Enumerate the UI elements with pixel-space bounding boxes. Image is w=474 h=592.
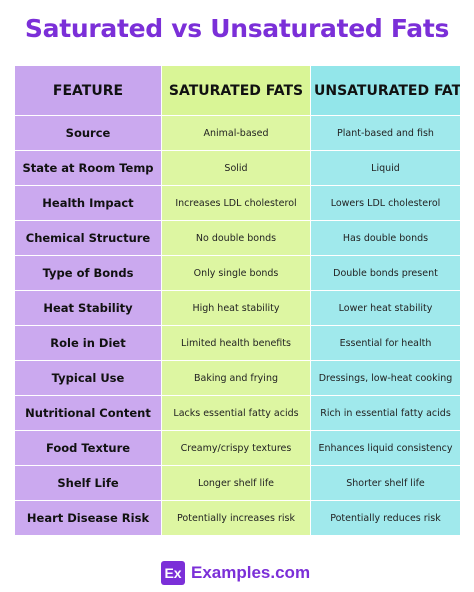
feature-cell: Food Texture (14, 430, 162, 466)
table-row: Food Texture Creamy/crispy textures Enhanc… (14, 430, 461, 466)
saturated-cell: No double bonds (161, 220, 311, 256)
comparison-table: FEATURE SATURATED FATS UNSATURATED FATS … (14, 65, 461, 536)
feature-cell: Chemical Structure (14, 220, 162, 256)
unsaturated-cell: Potentially reduces risk (310, 500, 461, 536)
saturated-cell: Only single bonds (161, 255, 311, 291)
unsaturated-cell: Lower heat stability (310, 290, 461, 326)
unsaturated-cell: Liquid (310, 150, 461, 186)
unsaturated-cell: Has double bonds (310, 220, 461, 256)
examples-logo-icon: Ex (161, 561, 185, 585)
saturated-cell: Animal-based (161, 115, 311, 151)
table-row: Chemical Structure No double bonds Has dou… (14, 220, 461, 256)
brand-footer: Ex Examples.com (161, 561, 310, 585)
unsaturated-cell: Plant-based and fish (310, 115, 461, 151)
saturated-cell: Lacks essential fatty acids (161, 395, 311, 431)
saturated-cell: High heat stability (161, 290, 311, 326)
saturated-cell: Potentially increases risk (161, 500, 311, 536)
unsaturated-cell: Enhances liquid consistency (310, 430, 461, 466)
table-row: Heart Disease Risk Potentially increases … (14, 500, 461, 536)
table-row: Typical Use Baking and frying Dressings, l… (14, 360, 461, 396)
table-body: Source Animal-based Plant-based and fish St… (14, 115, 461, 536)
table-row: Type of Bonds Only single bonds Double bon… (14, 255, 461, 291)
saturated-cell: Baking and frying (161, 360, 311, 396)
table-row: State at Room Temp Solid Liquid (14, 150, 461, 186)
header-unsaturated-fats: UNSATURATED FATS (310, 65, 461, 116)
table-row: Health Impact Increases LDL cholesterol Lo… (14, 185, 461, 221)
saturated-cell: Creamy/crispy textures (161, 430, 311, 466)
feature-cell: Health Impact (14, 185, 162, 221)
header-feature: FEATURE (14, 65, 162, 116)
feature-cell: Heart Disease Risk (14, 500, 162, 536)
brand-name: Examples.com (191, 563, 311, 582)
feature-cell: Nutritional Content (14, 395, 162, 431)
saturated-cell: Solid (161, 150, 311, 186)
header-saturated-fats: SATURATED FATS (161, 65, 311, 116)
feature-cell: Type of Bonds (14, 255, 162, 291)
table-row: Shelf Life Longer shelf life Shorter shelf… (14, 465, 461, 501)
table-row: Nutritional Content Lacks essential fatty… (14, 395, 461, 431)
table-header-row: FEATURE SATURATED FATS UNSATURATED FATS (14, 65, 461, 116)
table-row: Source Animal-based Plant-based and fish (14, 115, 461, 151)
unsaturated-cell: Dressings, low-heat cooking (310, 360, 461, 396)
unsaturated-cell: Essential for health (310, 325, 461, 361)
unsaturated-cell: Shorter shelf life (310, 465, 461, 501)
feature-cell: Role in Diet (14, 325, 162, 361)
unsaturated-cell: Rich in essential fatty acids (310, 395, 461, 431)
table-row: Role in Diet Limited health benefits Essen… (14, 325, 461, 361)
feature-cell: Typical Use (14, 360, 162, 396)
unsaturated-cell: Double bonds present (310, 255, 461, 291)
saturated-cell: Increases LDL cholesterol (161, 185, 311, 221)
feature-cell: Heat Stability (14, 290, 162, 326)
feature-cell: Shelf Life (14, 465, 162, 501)
feature-cell: Source (14, 115, 162, 151)
table-row: Heat Stability High heat stability Lower h… (14, 290, 461, 326)
saturated-cell: Longer shelf life (161, 465, 311, 501)
page-title: Saturated vs Unsaturated Fats (24, 14, 450, 43)
unsaturated-cell: Lowers LDL cholesterol (310, 185, 461, 221)
feature-cell: State at Room Temp (14, 150, 162, 186)
saturated-cell: Limited health benefits (161, 325, 311, 361)
